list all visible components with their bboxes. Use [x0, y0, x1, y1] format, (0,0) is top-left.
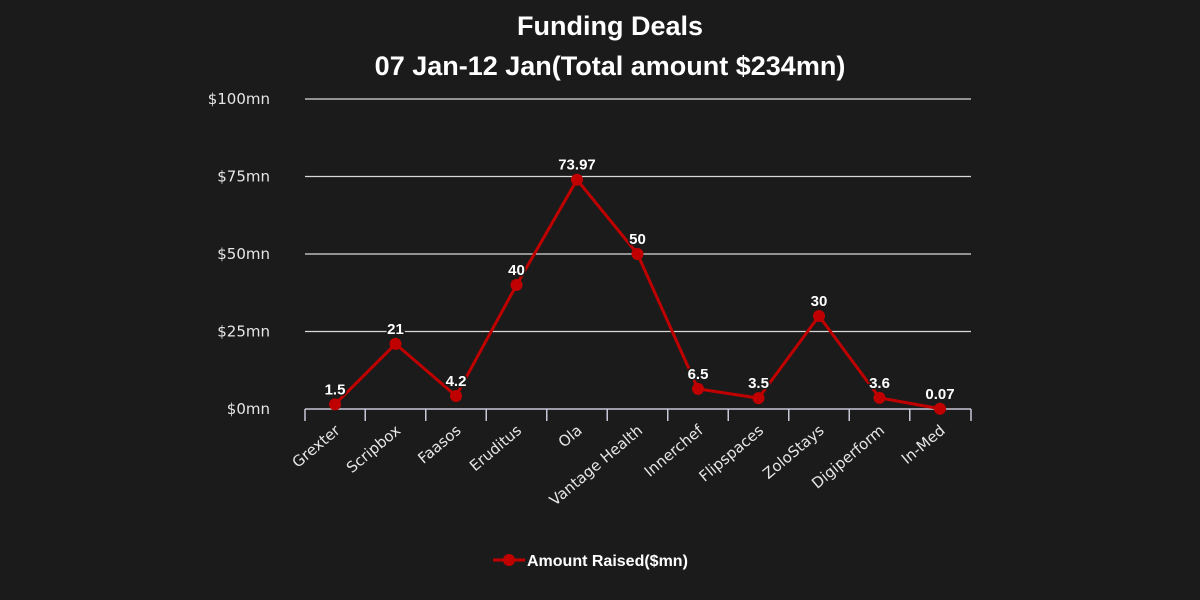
x-tick-label: Ola: [555, 421, 586, 451]
y-tick-label: $100mn: [208, 90, 270, 108]
data-point[interactable]: [752, 392, 765, 405]
data-point[interactable]: [450, 389, 462, 402]
x-tick-label: In-Med: [898, 421, 949, 468]
y-tick-label: $75mn: [217, 168, 270, 186]
data-label: 6.5: [688, 366, 709, 383]
data-label: 73.97: [558, 157, 596, 174]
legend-marker-icon: [503, 554, 515, 566]
grid-layer: $0mn $25mn $50mn $75mn $100mn: [208, 90, 971, 418]
chart-subtitle: 07 Jan-12 Jan(Total amount $234mn): [375, 51, 846, 81]
data-point[interactable]: [631, 248, 644, 260]
legend-label: Amount Raised($mn): [527, 553, 688, 570]
x-tick-label: Scripbox: [343, 421, 404, 476]
data-point[interactable]: [873, 391, 886, 404]
data-label: 3.5: [748, 375, 769, 392]
data-label: 21: [387, 321, 404, 338]
data-label: 3.6: [869, 375, 890, 392]
data-point[interactable]: [813, 310, 825, 322]
data-point[interactable]: [389, 337, 402, 350]
data-labels: 1.5 21 4.2 40 73.97 50 6.5 3.5 30 3.6 0.07: [323, 155, 956, 404]
x-tick-label: Flipspaces: [696, 421, 768, 485]
x-tick-label: Eruditus: [466, 421, 525, 475]
data-label: 40: [508, 262, 525, 279]
data-label: 4.2: [446, 373, 467, 390]
data-point[interactable]: [934, 402, 946, 415]
data-label: 1.5: [325, 381, 346, 398]
x-tick-label: Faasos: [414, 421, 464, 467]
data-point[interactable]: [329, 398, 341, 411]
y-tick-label: $25mn: [217, 323, 270, 341]
series-line: [333, 178, 941, 411]
data-label: 30: [811, 293, 828, 310]
data-point[interactable]: [510, 279, 523, 291]
data-label: 0.07: [925, 386, 954, 403]
chart-title: Funding Deals: [517, 11, 703, 41]
data-point[interactable]: [571, 173, 583, 186]
y-tick-label: $50mn: [217, 245, 270, 263]
series-layer: [329, 173, 946, 415]
data-label: 50: [629, 231, 646, 248]
x-axis: Grexter Scripbox Faasos Eruditus OlaVantage …: [289, 408, 972, 509]
y-tick-label: $0mn: [227, 400, 270, 418]
legend[interactable]: Amount Raised($mn): [493, 553, 688, 570]
x-tick-label: Grexter: [289, 421, 345, 472]
data-point[interactable]: [692, 382, 704, 395]
